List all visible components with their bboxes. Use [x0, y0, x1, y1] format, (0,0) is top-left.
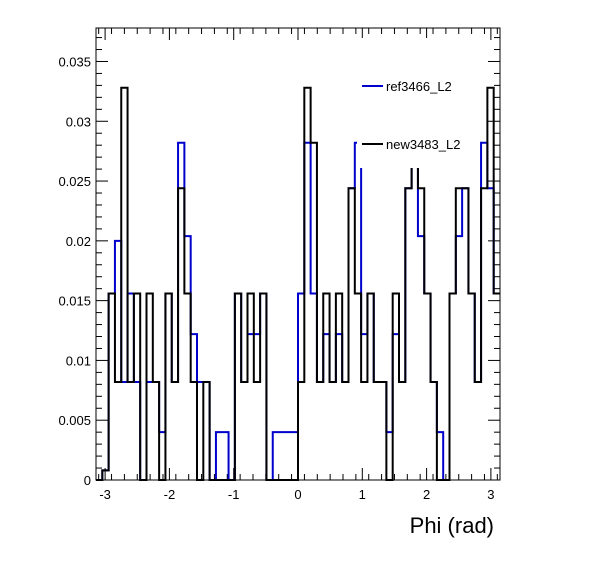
series-layer: [96, 42, 500, 481]
x-tick-label: -3: [99, 487, 111, 502]
legend-box: [357, 38, 475, 168]
x-axis-title: Phi (rad): [410, 513, 494, 538]
y-tick-label: 0.01: [66, 353, 91, 368]
x-tick-label: -1: [228, 487, 240, 502]
y-axis: 0 0.005 0.01 0.015 0.02 0.025 0.03 0.035: [58, 37, 500, 488]
y-tick-label: 0.025: [58, 174, 91, 189]
y-tick-label: 0: [84, 473, 91, 488]
x-tick-label: -2: [164, 487, 176, 502]
y-tick-label: 0.03: [66, 114, 91, 129]
legend: ref3466_L2 new3483_L2: [357, 38, 475, 168]
y-tick-label: 0.015: [58, 294, 91, 309]
x-tick-label: 0: [294, 487, 301, 502]
x-tick-label: 1: [359, 487, 366, 502]
legend-label-new: new3483_L2: [386, 137, 460, 152]
x-tick-label: 2: [423, 487, 430, 502]
y-tick-label: 0.02: [66, 234, 91, 249]
y-tick-label: 0.005: [58, 413, 91, 428]
legend-label-ref: ref3466_L2: [386, 79, 452, 94]
series-new3483_L2: [96, 86, 500, 481]
y-tick-label: 0.035: [58, 54, 91, 69]
x-tick-label: 3: [487, 487, 494, 502]
